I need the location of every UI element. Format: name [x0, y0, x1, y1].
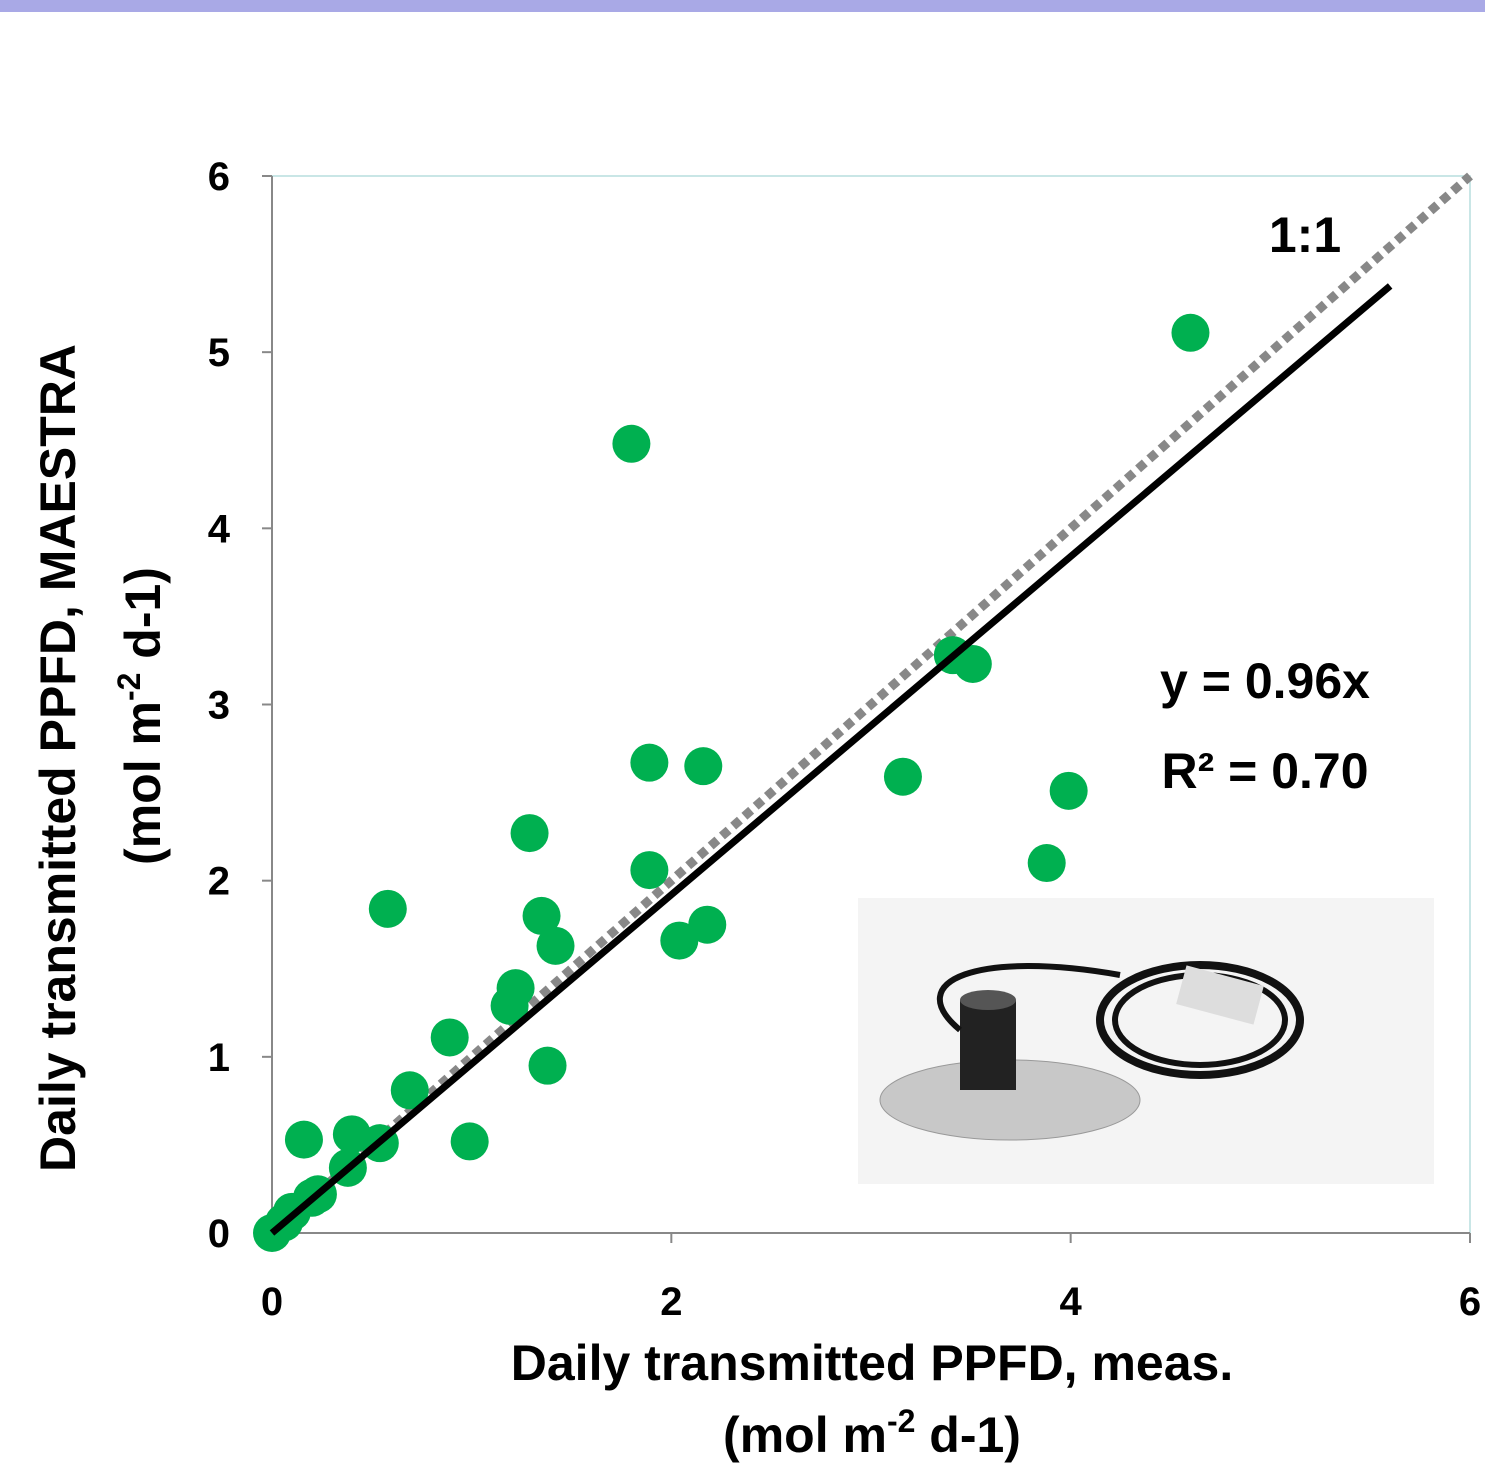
point [1049, 771, 1088, 810]
point [390, 1071, 429, 1110]
point [496, 969, 535, 1008]
y-axis-title-part: d-1) [115, 567, 171, 673]
point [612, 424, 651, 463]
x-axis-title-sup: -2 [887, 1403, 915, 1439]
y-tick-label: 5 [208, 331, 230, 375]
point [450, 1122, 489, 1161]
point [684, 747, 723, 786]
point [953, 644, 992, 683]
point [536, 926, 575, 965]
point [1171, 313, 1210, 352]
x-tick-label: 0 [261, 1280, 283, 1324]
y-tick-label: 0 [208, 1212, 230, 1256]
point [368, 889, 407, 928]
sensor-photo [858, 898, 1434, 1184]
x-tick-label: 6 [1459, 1280, 1481, 1324]
y-tick-label: 3 [208, 684, 230, 728]
identity-label: 1:1 [1269, 207, 1341, 263]
x-tick-label: 4 [1060, 1280, 1083, 1324]
y-tick-label: 4 [208, 507, 231, 551]
point [284, 1120, 323, 1159]
y-axis-title: (mol m-2 d-1) [111, 567, 171, 865]
y-tick-label: 2 [208, 860, 230, 904]
y-tick-label: 6 [208, 155, 230, 199]
y-axis-title: Daily transmitted PPFD, MAESTRA [30, 344, 86, 1172]
point [630, 851, 669, 890]
y-tick-label: 1 [208, 1036, 230, 1080]
point [430, 1018, 469, 1057]
point [883, 757, 922, 796]
point [630, 743, 669, 782]
y-axis-title-part: (mol m [115, 701, 171, 865]
fit-equation: y = 0.96x [1160, 653, 1370, 709]
x-axis-title: Daily transmitted PPFD, meas. [511, 1335, 1233, 1391]
point [528, 1046, 567, 1085]
identity-line [269, 172, 1473, 1237]
point [510, 814, 549, 853]
trendline [269, 283, 1393, 1236]
point [522, 896, 561, 935]
x-axis-title-part: d-1) [915, 1407, 1021, 1463]
x-axis-title-part: (mol m [723, 1407, 887, 1463]
x-axis-title: (mol m-2 d-1) [723, 1403, 1021, 1463]
point [688, 905, 727, 944]
y-axis-title-sup: -2 [111, 673, 147, 701]
x-tick-label: 2 [660, 1280, 682, 1324]
fit-r2: R² = 0.70 [1161, 743, 1368, 799]
point [660, 921, 699, 960]
top-bar [0, 0, 1485, 12]
point [1027, 844, 1066, 883]
